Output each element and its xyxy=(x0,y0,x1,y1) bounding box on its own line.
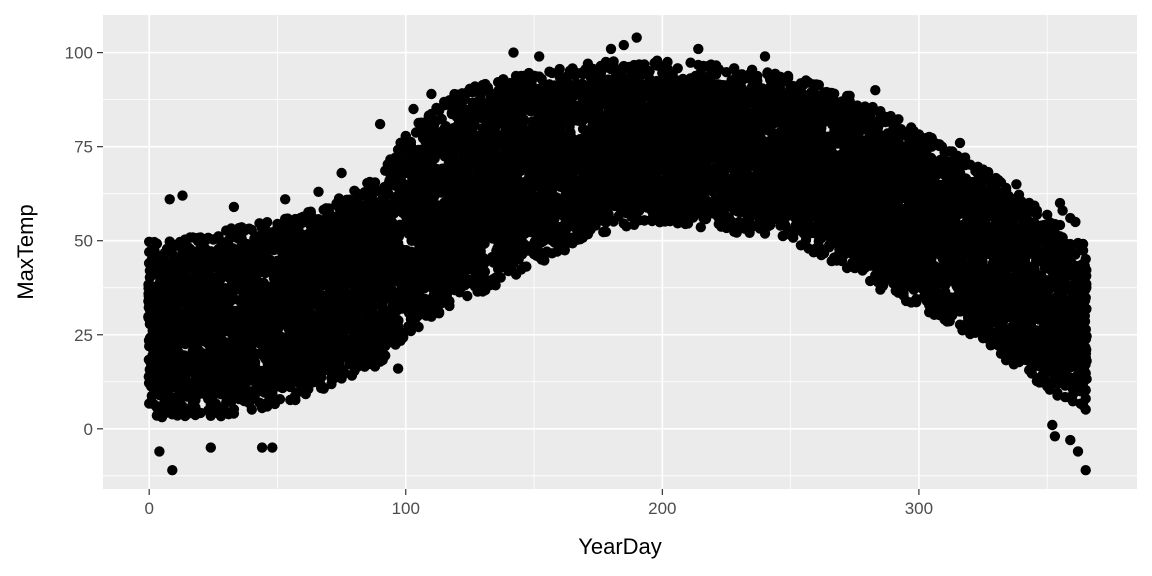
data-points xyxy=(143,32,1092,476)
data-point xyxy=(151,238,163,249)
data-point xyxy=(433,306,445,318)
data-point xyxy=(262,217,273,228)
data-point xyxy=(444,296,455,307)
data-point xyxy=(554,63,565,75)
data-point xyxy=(380,350,391,361)
data-point xyxy=(462,290,473,302)
data-point xyxy=(228,404,240,415)
data-point xyxy=(479,266,491,277)
data-point xyxy=(274,394,286,405)
data-point xyxy=(521,261,532,272)
